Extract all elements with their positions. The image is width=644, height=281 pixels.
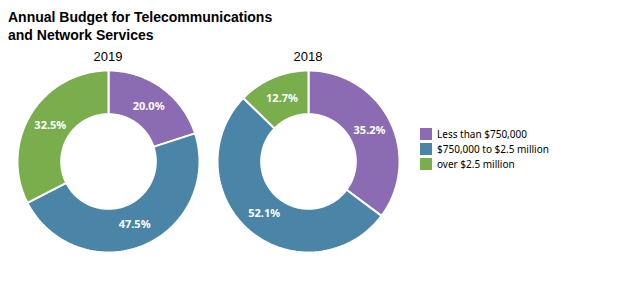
svg-text:47.5%: 47.5% (119, 216, 151, 231)
html-text:$750,000 to $2.5 million: $750,000 to $2.5 million (437, 142, 549, 156)
svg-text:35.2%: 35.2% (354, 122, 386, 137)
svg-text:12.7%: 12.7% (266, 90, 298, 105)
html-text:and Network Services: and Network Services (8, 27, 154, 43)
svg-text:52.1%: 52.1% (248, 205, 280, 220)
html-text:Less than $750,000: Less than $750,000 (437, 127, 527, 141)
svg-text:20.0%: 20.0% (133, 98, 165, 113)
html-text:2019: 2019 (93, 49, 123, 64)
svg-text:32.5%: 32.5% (34, 117, 66, 132)
html-text:over $2.5 million: over $2.5 million (437, 157, 515, 171)
html-text:2018: 2018 (293, 49, 323, 64)
html-text:Annual Budget for Telecommunic: Annual Budget for Telecommunications (8, 9, 273, 25)
